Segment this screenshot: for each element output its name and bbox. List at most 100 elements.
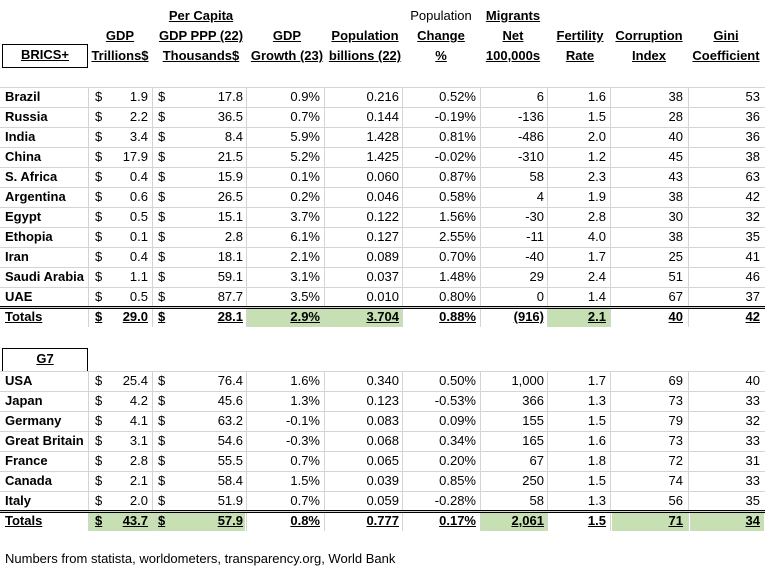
cell-population: 0.127 — [366, 229, 399, 244]
cell-corruption: 51 — [668, 269, 683, 284]
totals-label: Totals — [5, 309, 43, 324]
header-fertility: Fertility Rate — [548, 26, 612, 66]
highlight-total-gdp — [89, 512, 152, 531]
grid-row-line — [0, 511, 765, 512]
grid-row-line — [0, 307, 765, 308]
cell-migrants: -310 — [517, 149, 544, 164]
cell-pop-change: -0.19% — [434, 109, 476, 124]
cell-gini: 31 — [745, 453, 760, 468]
header-population-line2: billions (22) — [328, 48, 402, 63]
total-per-capita: 57.9 — [217, 513, 243, 528]
total-fertility: 2.1 — [587, 309, 606, 324]
header-pop-change-line1: Population — [410, 8, 472, 23]
cell-migrants: 0 — [536, 289, 544, 304]
grid-row-line — [0, 451, 765, 452]
gdp-currency-symbol: $ — [95, 149, 103, 164]
highlight-total-migrants — [481, 512, 547, 531]
cell-gdp: 1.1 — [129, 269, 148, 284]
cell-corruption: 69 — [668, 373, 683, 388]
total-population: 0.777 — [366, 513, 399, 528]
country-name: USA — [5, 373, 33, 388]
header-gdp-line1: GDP — [105, 28, 135, 43]
gdp-currency-symbol: $ — [95, 269, 103, 284]
cell-gini: 35 — [745, 229, 760, 244]
cell-corruption: 74 — [668, 473, 683, 488]
cell-gdp: 0.4 — [129, 249, 148, 264]
cell-population: 1.425 — [366, 149, 399, 164]
gdp-currency-symbol: $ — [95, 249, 103, 264]
grid-row-line — [0, 247, 765, 248]
grid-row-line — [0, 87, 765, 88]
header-migrants-line2: Net — [502, 28, 524, 43]
total-gini: 42 — [745, 309, 760, 324]
cell-corruption: 38 — [668, 189, 683, 204]
cell-per-capita: 18.1 — [217, 249, 243, 264]
cell-growth: 0.2% — [290, 189, 320, 204]
total-growth: 0.8% — [290, 513, 320, 528]
cell-gdp: 2.8 — [129, 453, 148, 468]
cell-population: 0.065 — [366, 453, 399, 468]
cell-gdp: 0.5 — [129, 289, 148, 304]
cell-fertility: 2.3 — [587, 169, 606, 184]
per-capita-currency-symbol: $ — [158, 189, 166, 204]
per-capita-currency-symbol: $ — [158, 269, 166, 284]
totals-border-line — [0, 308, 765, 309]
grid-row-line — [0, 187, 765, 188]
cell-growth: 1.6% — [290, 373, 320, 388]
cell-growth: 3.1% — [290, 269, 320, 284]
cell-growth: -0.1% — [286, 413, 320, 428]
cell-population: 0.340 — [366, 373, 399, 388]
header-corruption: Corruption Index — [610, 26, 688, 66]
cell-per-capita: 15.1 — [217, 209, 243, 224]
total-per-capita: 28.1 — [217, 309, 243, 324]
header-gini: Gini Coefficient — [688, 26, 764, 66]
country-name: S. Africa — [5, 169, 58, 184]
cell-corruption: 73 — [668, 393, 683, 408]
per-capita-currency-symbol: $ — [158, 169, 166, 184]
per-capita-currency-symbol: $ — [158, 129, 166, 144]
gdp-currency-symbol: $ — [95, 129, 103, 144]
grid-row-line — [0, 431, 765, 432]
totals-border-line — [0, 512, 765, 513]
cell-pop-change: 0.58% — [439, 189, 476, 204]
total-growth: 2.9% — [290, 309, 320, 324]
country-name: Egypt — [5, 209, 42, 224]
cell-per-capita: 15.9 — [217, 169, 243, 184]
cell-migrants: -11 — [526, 229, 544, 244]
per-capita-currency-symbol: $ — [158, 109, 166, 124]
cell-pop-change: 2.55% — [439, 229, 476, 244]
country-name: France — [5, 453, 48, 468]
highlight-total-fertility — [548, 308, 610, 327]
header-fertility-line2: Rate — [565, 48, 595, 63]
header-per-capita-line3: Thousands$ — [162, 48, 240, 63]
cell-pop-change: -0.02% — [434, 149, 476, 164]
header-gdp: GDP Trillions$ — [88, 26, 152, 66]
cell-population: 0.122 — [366, 209, 399, 224]
header-pop-change: Population Change % — [400, 6, 482, 66]
cell-corruption: 67 — [668, 289, 683, 304]
country-name: Japan — [5, 393, 43, 408]
cell-per-capita: 59.1 — [217, 269, 243, 284]
country-name: Brazil — [5, 89, 41, 104]
gdp-currency-symbol: $ — [95, 393, 103, 408]
cell-corruption: 45 — [668, 149, 683, 164]
cell-gdp: 0.5 — [129, 209, 148, 224]
country-name: Germany — [5, 413, 62, 428]
gdp-currency-symbol: $ — [95, 169, 103, 184]
cell-per-capita: 87.7 — [217, 289, 243, 304]
cell-population: 0.144 — [366, 109, 399, 124]
gdp-currency-symbol: $ — [95, 493, 103, 508]
per-capita-currency-symbol: $ — [158, 89, 166, 104]
cell-migrants: 250 — [522, 473, 544, 488]
cell-corruption: 38 — [668, 229, 683, 244]
cell-gini: 41 — [745, 249, 760, 264]
cell-pop-change: 0.80% — [439, 289, 476, 304]
gdp-currency-symbol: $ — [95, 229, 103, 244]
cell-growth: 1.5% — [290, 473, 320, 488]
cell-fertility: 2.4 — [587, 269, 606, 284]
grid-row-line — [0, 491, 765, 492]
per-capita-currency-symbol: $ — [158, 433, 166, 448]
cell-fertility: 1.3 — [587, 493, 606, 508]
header-population-line1: Population — [331, 28, 399, 43]
cell-growth: 0.7% — [290, 109, 320, 124]
